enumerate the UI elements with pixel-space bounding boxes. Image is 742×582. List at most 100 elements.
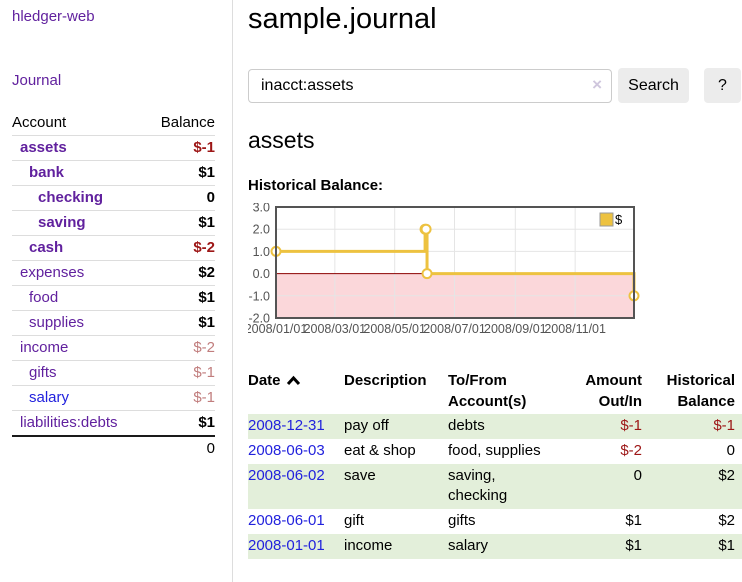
register-amount: $-2 — [620, 442, 642, 459]
register-accounts: saving, checking — [448, 467, 508, 504]
register-header-balance: Historical Balance — [666, 372, 735, 410]
register-header-date[interactable]: Date — [248, 368, 344, 414]
svg-text:2008/05/01: 2008/05/01 — [363, 322, 426, 336]
account-link-salary[interactable]: salary — [29, 389, 70, 406]
svg-text:2008/03/01: 2008/03/01 — [304, 322, 367, 336]
account-heading: assets — [248, 127, 315, 153]
brand-link[interactable]: hledger-web — [12, 8, 95, 25]
account-link-expenses[interactable]: expenses — [20, 264, 85, 281]
account-cell: salary — [12, 385, 147, 411]
search-button[interactable]: Search — [618, 68, 689, 103]
account-balance: $-2 — [146, 235, 215, 261]
register-header-row: Date Description To/From Account(s) Amou… — [248, 368, 742, 414]
account-link-income[interactable]: income — [20, 339, 69, 356]
register-row: 2008-12-31 pay off debts $-1 $-1 — [248, 414, 742, 439]
register-description: save — [344, 467, 376, 484]
account-cell: bank — [12, 160, 147, 186]
accounts-table: Account Balance assets $-1 bank $1 checking 0… — [12, 111, 215, 461]
account-row: salary $-1 — [12, 385, 215, 411]
register-balance: $2 — [718, 512, 735, 529]
account-link-bank[interactable]: bank — [29, 164, 65, 181]
account-balance: $1 — [146, 160, 215, 186]
account-balance: $-1 — [146, 135, 215, 161]
account-link-food[interactable]: food — [29, 289, 59, 306]
account-balance: $1 — [146, 210, 215, 236]
register-amount: 0 — [633, 467, 642, 484]
account-balance: $2 — [146, 260, 215, 286]
account-balance: $-1 — [146, 385, 215, 411]
register-date-link[interactable]: 2008-06-03 — [248, 442, 325, 459]
register-row: 2008-06-03 eat & shop food, supplies $-2 0 — [248, 439, 742, 464]
account-balance: $-2 — [146, 335, 215, 361]
account-cell: income — [12, 335, 147, 361]
register-date-link[interactable]: 2008-06-02 — [248, 467, 325, 484]
register-balance: 0 — [726, 442, 735, 459]
register-row: 2008-06-02 save saving, checking 0 $2 — [248, 464, 742, 509]
account-row: expenses $2 — [12, 260, 215, 286]
account-row: gifts $-1 — [12, 360, 215, 386]
svg-text:-2.0: -2.0 — [248, 312, 270, 326]
accounts-header-account: Account — [12, 114, 67, 131]
account-link-supplies[interactable]: supplies — [29, 314, 85, 331]
register-date-cell: 2008-01-01 — [248, 534, 344, 559]
account-balance: $1 — [146, 285, 215, 311]
svg-text:2008/01/01: 2008/01/01 — [248, 322, 307, 336]
register-date-link[interactable]: 2008-06-01 — [248, 512, 325, 529]
account-link-liabilities-debts[interactable]: liabilities:debts — [20, 414, 118, 431]
register-balance: $-1 — [713, 417, 735, 434]
account-link-gifts[interactable]: gifts — [29, 364, 57, 381]
register-date-cell: 2008-06-02 — [248, 464, 344, 509]
accounts-total-spacer — [12, 435, 147, 461]
register-description: gift — [344, 512, 365, 529]
account-cell: supplies — [12, 310, 147, 336]
account-link-saving[interactable]: saving — [38, 214, 86, 231]
search-form: × Search ? — [248, 68, 742, 103]
search-input[interactable] — [248, 68, 612, 103]
account-row: saving $1 — [12, 210, 215, 236]
svg-text:2008/11/01: 2008/11/01 — [544, 322, 606, 336]
help-button[interactable]: ? — [704, 68, 741, 103]
svg-text:2008/09/01: 2008/09/01 — [484, 322, 547, 336]
account-balance: $-1 — [146, 360, 215, 386]
clear-search-icon[interactable]: × — [592, 74, 602, 94]
sidebar: hledger-web Journal Account Balance asse… — [0, 0, 233, 582]
account-link-cash[interactable]: cash — [29, 239, 64, 256]
sidebar-item-journal[interactable]: Journal — [12, 72, 62, 89]
chart-label: Historical Balance: — [248, 177, 384, 194]
account-cell: cash — [12, 235, 147, 261]
register-accounts: salary — [448, 537, 489, 554]
svg-text:2.0: 2.0 — [253, 223, 270, 237]
account-row: cash $-2 — [12, 235, 215, 261]
main-content: sample.journal × Search ? assets Histori… — [245, 0, 742, 559]
historical-balance-chart: 3.0 2.0 1.0 0.0 -1.0 -2.0 2008/01/01 2008/03/01… — [245, 201, 742, 342]
account-link-checking[interactable]: checking — [38, 189, 104, 206]
register-balance: $1 — [718, 537, 735, 554]
register-description: eat & shop — [344, 442, 416, 459]
account-cell: liabilities:debts — [12, 410, 147, 436]
register-header-amount: Amount Out/In — [585, 372, 642, 410]
account-balance: $1 — [146, 410, 215, 436]
svg-text:-1.0: -1.0 — [248, 289, 270, 303]
page-title: sample.journal — [248, 3, 437, 35]
account-cell: assets — [12, 135, 147, 161]
register-amount: $1 — [625, 537, 642, 554]
register-table-body: 2008-12-31 pay off debts $-1 $-1 2008-06-03 ea… — [248, 414, 742, 559]
register-description: income — [344, 537, 393, 554]
search-box: × — [248, 68, 612, 103]
account-row: food $1 — [12, 285, 215, 311]
register-row: 2008-06-01 gift gifts $1 $2 — [248, 509, 742, 534]
account-cell: food — [12, 285, 147, 311]
register-accounts: debts — [448, 417, 485, 434]
account-cell: checking — [12, 185, 147, 211]
register-date-link[interactable]: 2008-01-01 — [248, 537, 325, 554]
register-accounts: food, supplies — [448, 442, 541, 459]
accounts-header-row: Account Balance — [12, 111, 215, 136]
accounts-total-value: 0 — [146, 435, 215, 461]
account-cell: expenses — [12, 260, 147, 286]
svg-text:$: $ — [615, 212, 623, 227]
account-row: assets $-1 — [12, 135, 215, 161]
register-date-link[interactable]: 2008-12-31 — [248, 417, 325, 434]
register-amount: $1 — [625, 512, 642, 529]
account-link-assets[interactable]: assets — [20, 139, 67, 156]
register-table: Date Description To/From Account(s) Amou… — [248, 368, 742, 559]
